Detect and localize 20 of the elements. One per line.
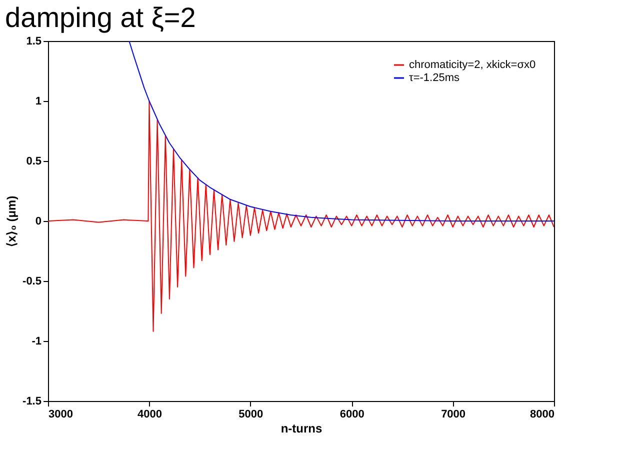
x-tick-label: 5000 <box>238 408 264 420</box>
y-tick-label: -0.5 <box>22 276 42 288</box>
chart-title: damping at ξ=2 <box>5 2 196 33</box>
y-axis-title: ⟨x⟩₀ (μm) <box>4 196 19 248</box>
y-tick-label: 1.5 <box>26 36 42 48</box>
legend-label: chromaticity=2, xkick=σx0 <box>409 59 536 71</box>
y-tick-label: 0.5 <box>26 156 42 168</box>
y-tick-label: 1 <box>35 96 42 108</box>
line-series <box>128 41 554 222</box>
legend-label: τ=-1.25ms <box>409 72 460 84</box>
y-tick-label: -1.5 <box>22 396 42 408</box>
y-tick-label: 0 <box>35 216 42 228</box>
x-tick-label: 7000 <box>441 408 466 420</box>
x-tick-label: 8000 <box>530 408 554 420</box>
x-axis-title: n-turns <box>280 422 322 436</box>
y-tick-label: -1 <box>32 336 42 348</box>
line-series <box>48 100 554 332</box>
x-tick-label: 6000 <box>340 408 364 420</box>
x-tick-label: 3000 <box>48 408 73 420</box>
x-tick-label: 4000 <box>137 408 162 420</box>
